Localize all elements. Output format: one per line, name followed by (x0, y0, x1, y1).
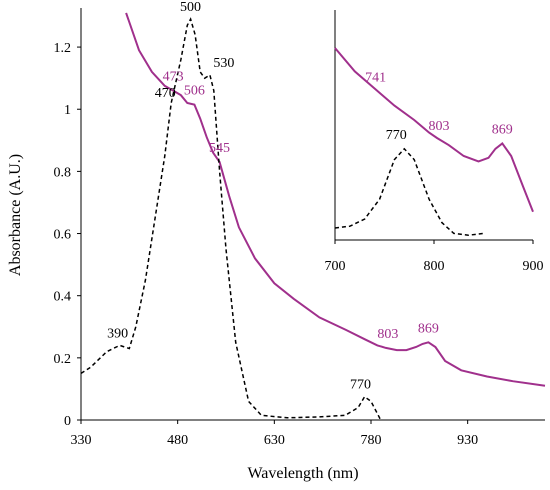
inset-x-tick-label: 700 (325, 259, 346, 274)
inset-x-tick-label: 900 (523, 259, 544, 274)
inset-peak-label: 741 (365, 70, 386, 85)
y-tick-label: 1 (64, 103, 71, 118)
main-plot: 330 480 630 780 930 0 0.2 0.4 0.6 0.8 1 1.2 Waveleng… (7, 0, 546, 482)
inset-solid-series-line (334, 47, 534, 213)
inset-dashed-series-line (334, 147, 484, 236)
y-tick-label: 0 (64, 414, 71, 429)
peak-label: 545 (209, 141, 230, 156)
peak-label: 470 (155, 86, 176, 101)
peak-label: 530 (213, 56, 234, 71)
y-tick-label: 0.2 (54, 352, 72, 367)
x-axis-title: Wavelength (nm) (247, 465, 358, 482)
x-tick-label: 330 (71, 433, 92, 448)
peak-label: 506 (184, 84, 205, 99)
y-axis-title: Absorbance (A.U.) (7, 154, 24, 276)
y-tick-label: 1.2 (54, 41, 72, 56)
inset-x-tick-label: 800 (424, 259, 445, 274)
solid-series-line (125, 12, 546, 387)
peak-label: 770 (350, 378, 371, 393)
x-tick-label: 780 (361, 433, 382, 448)
inset-background (335, 10, 533, 240)
peak-label: 473 (163, 70, 184, 85)
inset-plot: 700 800 900 741 803 869 770 (325, 10, 544, 274)
inset-peak-label: 869 (492, 122, 513, 137)
inset-peak-label: 803 (428, 119, 449, 134)
x-tick-label: 630 (264, 433, 285, 448)
inset-peak-label: 770 (386, 128, 407, 143)
y-tick-label: 0.6 (54, 228, 72, 243)
peak-label: 869 (418, 321, 439, 336)
x-tick-label: 480 (167, 433, 188, 448)
peak-label: 500 (180, 0, 201, 15)
y-tick-label: 0.4 (54, 290, 72, 305)
peak-label: 803 (377, 327, 398, 342)
dashed-series-line (81, 17, 382, 420)
y-tick-label: 0.8 (54, 165, 72, 180)
peak-label: 390 (107, 326, 128, 341)
x-tick-label: 930 (457, 433, 478, 448)
